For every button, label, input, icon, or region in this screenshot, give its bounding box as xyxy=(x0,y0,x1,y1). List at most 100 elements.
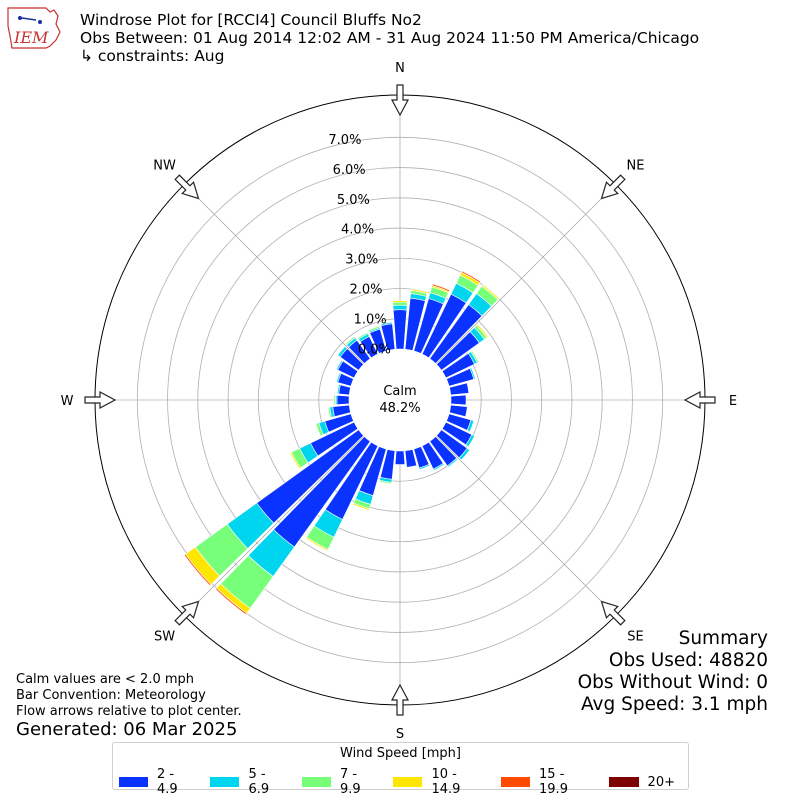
grid-spoke xyxy=(435,435,616,616)
flow-note: Flow arrows relative to plot center. xyxy=(16,704,242,719)
compass-label: SE xyxy=(627,629,643,644)
wind-bar-segment xyxy=(446,457,459,468)
compass-arrow-icon xyxy=(600,600,626,626)
wind-bar-segment xyxy=(337,346,348,358)
radial-tick-labels: 0.0% 1.0% 2.0% 3.0% 4.0% 5.0% 6.0% 7.0% xyxy=(328,133,390,358)
compass-arrow-icon xyxy=(391,683,409,716)
wind-bar-segment xyxy=(431,283,451,292)
legend: Wind Speed [mph] 2 - 4.9 5 - 6.9 7 - 9.9 10… xyxy=(112,742,689,797)
wind-bar-segment xyxy=(465,434,475,448)
compass-arrow-icon xyxy=(391,84,409,117)
summary-obs-without-wind: Obs Without Wind: 0 xyxy=(577,672,768,693)
chart-title-block: Windrose Plot for [RCCI4] Council Bluffs… xyxy=(80,11,699,65)
radial-tick-label: 3.0% xyxy=(345,253,378,268)
compass-label: NE xyxy=(626,159,644,174)
wind-bar-segment xyxy=(336,394,350,406)
legend-label: 2 - 4.9 xyxy=(156,767,178,797)
chart-title: Windrose Plot for [RCCI4] Council Bluffs… xyxy=(80,11,422,29)
wind-bar-segment xyxy=(432,462,445,471)
grid-spoke xyxy=(184,435,365,616)
radial-tick-label: 1.0% xyxy=(354,313,387,328)
legend-swatch xyxy=(608,777,639,787)
wind-bar-segment xyxy=(183,553,212,586)
wind-bar-segment xyxy=(392,301,408,306)
radial-tick-label: 0.0% xyxy=(358,342,391,357)
radial-tick-label: 4.0% xyxy=(341,223,374,238)
summary-obs-used: Obs Used: 48820 xyxy=(608,650,768,671)
legend-items: 2 - 4.9 5 - 6.9 7 - 9.9 10 - 14.9 15 - 19.9 2… xyxy=(119,767,688,797)
wind-bar-segment xyxy=(333,394,336,406)
legend-swatch xyxy=(501,777,531,787)
legend-item: 10 - 14.9 xyxy=(393,767,488,797)
wind-bar-segment xyxy=(378,479,393,485)
wind-bar-segment xyxy=(481,284,500,301)
wind-bar-segment xyxy=(289,451,301,470)
legend-label: 5 - 6.9 xyxy=(248,767,270,797)
compass-arrows xyxy=(84,84,716,716)
radial-tick-label: 2.0% xyxy=(349,283,382,298)
calm-label: Calm xyxy=(383,384,416,399)
legend-item: 2 - 4.9 xyxy=(119,767,197,797)
compass-arrow-icon xyxy=(174,600,200,626)
legend-label: 10 - 14.9 xyxy=(431,767,461,797)
compass-label: E xyxy=(729,394,737,409)
grid-spoke xyxy=(435,184,616,365)
radial-tick-label: 7.0% xyxy=(328,133,361,148)
compass-label: N xyxy=(395,61,405,76)
radial-tick-label: 6.0% xyxy=(333,163,366,178)
wind-bar-segment xyxy=(380,321,393,327)
compass-arrow-icon xyxy=(683,391,716,409)
legend-swatch xyxy=(301,777,331,787)
compass-label: S xyxy=(396,727,404,742)
legend-item: 15 - 19.9 xyxy=(501,767,596,797)
calm-percent: 48.2% xyxy=(379,401,420,416)
summary-heading: Summary xyxy=(678,628,768,649)
iem-logo: IEM xyxy=(6,6,64,50)
chart-grid xyxy=(94,94,706,706)
compass-label: SW xyxy=(154,629,175,644)
wind-bar-segment xyxy=(392,304,408,311)
radial-tick-label: 5.0% xyxy=(337,193,370,208)
calm-center: Calm 48.2% xyxy=(349,349,451,451)
wind-bar-segment xyxy=(304,537,328,552)
wind-bar-segment xyxy=(315,422,324,437)
calm-circle xyxy=(349,349,451,451)
legend-label: 20+ xyxy=(647,774,675,790)
summary-avg-speed: Avg Speed: 3.1 mph xyxy=(580,694,768,715)
wind-bar-segment xyxy=(327,406,332,419)
chart-constraints: ↳ constraints: Aug xyxy=(80,47,225,65)
grid-spoke xyxy=(184,184,365,365)
chart-notes: Calm values are < 2.0 mph Bar Convention… xyxy=(16,672,242,720)
compass-arrow-icon xyxy=(600,174,626,200)
generated-date: Generated: 06 Mar 2025 xyxy=(16,719,238,740)
chart-date-range: Obs Between: 01 Aug 2014 12:02 AM - 31 A… xyxy=(80,29,700,47)
wind-bar-segment xyxy=(368,325,381,332)
compass-label: W xyxy=(61,394,74,409)
compass-arrow-icon xyxy=(174,174,200,200)
compass-labels: N NE E SE S SW W NW xyxy=(61,61,738,742)
legend-label: 15 - 19.9 xyxy=(539,767,568,797)
wind-bar-segment xyxy=(461,270,482,284)
wind-bar-segment xyxy=(338,384,351,396)
wind-bar-segment xyxy=(335,372,342,383)
legend-swatch xyxy=(393,777,423,787)
compass-arrow-icon xyxy=(84,391,117,409)
compass-label: NW xyxy=(153,159,176,174)
calm-note: Calm values are < 2.0 mph xyxy=(16,672,195,687)
wind-bar-segment xyxy=(336,384,341,395)
legend-swatch xyxy=(119,777,148,787)
legend-label: 7 - 9.9 xyxy=(339,767,361,797)
wind-bar-segment xyxy=(352,502,370,511)
chart-bars xyxy=(183,270,500,615)
wind-bar-segment xyxy=(466,419,475,432)
wind-bar-segment xyxy=(394,450,406,465)
logo-text: IEM xyxy=(13,28,49,47)
wind-bar-segment xyxy=(418,463,431,470)
wind-bar-segment xyxy=(335,359,344,371)
summary-box: Summary Obs Used: 48820 Obs Without Wind… xyxy=(578,628,768,716)
wind-bar-segment xyxy=(344,336,356,346)
wind-bar-segment xyxy=(470,350,480,364)
convention-note: Bar Convention: Meteorology xyxy=(16,688,206,703)
wind-bar-segment xyxy=(458,447,471,461)
